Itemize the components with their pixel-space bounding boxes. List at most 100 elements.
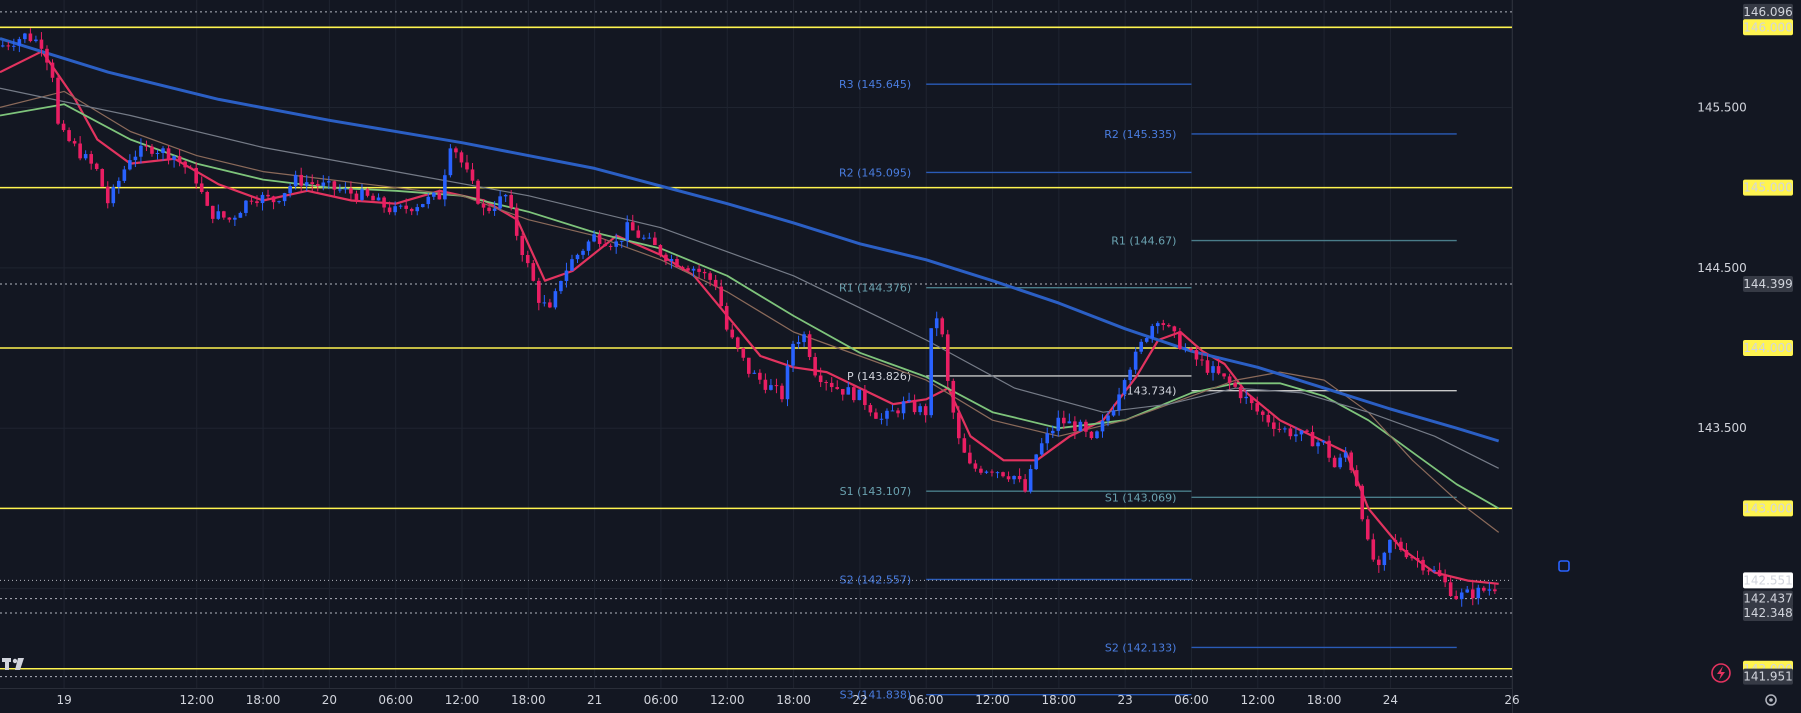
candle-body	[45, 48, 49, 63]
candle-body	[1067, 421, 1072, 424]
candle-body	[1332, 457, 1337, 468]
candle-body	[520, 235, 525, 256]
candle-body	[0, 45, 5, 47]
candle-body	[592, 234, 596, 242]
time-tick-label: 06:00	[909, 693, 944, 707]
candle-body	[1216, 366, 1221, 374]
candle-body	[481, 203, 486, 208]
candle-body	[597, 234, 602, 244]
candle-body	[608, 245, 613, 247]
candle-body	[415, 207, 420, 212]
candle-body	[210, 205, 215, 219]
candle-body	[890, 410, 895, 412]
candle-body	[625, 222, 630, 241]
time-axis[interactable]: 19 12:00 18:00 20 06:00 12:00 18:00 21 06:00 12:0…	[0, 688, 1520, 708]
candle-body	[575, 254, 580, 260]
candle-body	[470, 169, 475, 181]
price-badge	[1743, 19, 1793, 36]
candle-body	[1288, 428, 1293, 437]
candle-body	[227, 217, 232, 220]
candle-body	[1106, 415, 1110, 421]
candle-body	[559, 280, 563, 292]
candle-body	[255, 201, 259, 204]
candle-body	[1133, 351, 1138, 370]
candle-body	[111, 187, 116, 204]
alert-marker[interactable]	[1558, 560, 1570, 572]
candle-body	[487, 207, 491, 211]
time-tick-label: 18:00	[1307, 693, 1342, 707]
candle-body	[1272, 422, 1276, 429]
candle-body	[741, 348, 746, 358]
candle-body	[835, 387, 840, 390]
candle-body	[360, 189, 364, 200]
candle-body	[233, 217, 237, 220]
price-badge	[1743, 572, 1793, 589]
time-tick-label: 06:00	[644, 693, 679, 707]
candle-body	[901, 401, 906, 414]
candle-body	[34, 39, 38, 42]
candle-body	[586, 241, 591, 251]
candle-body	[829, 382, 834, 388]
time-tick-label: 18:00	[246, 693, 281, 707]
candle-body	[1487, 589, 1492, 591]
candle-body	[1393, 539, 1398, 542]
candle-body	[691, 268, 696, 271]
candle-body	[1415, 558, 1420, 560]
candle-body	[1399, 541, 1403, 550]
candle-body	[537, 280, 541, 303]
price-badge-label: 146.000	[1743, 20, 1793, 34]
candle-body	[354, 193, 359, 200]
candle-body	[78, 143, 82, 159]
candle-body	[271, 196, 276, 203]
gear-icon[interactable]	[1765, 694, 1777, 706]
candle-body	[260, 194, 265, 204]
candle-body	[630, 222, 635, 231]
candle-body	[503, 194, 508, 197]
candle-body	[752, 372, 757, 374]
candle-body	[1327, 440, 1331, 458]
candle-body	[310, 182, 315, 185]
candle-body	[1305, 430, 1309, 432]
candle-body	[338, 189, 342, 191]
candle-body	[912, 399, 917, 413]
lightning-icon[interactable]	[1711, 663, 1731, 683]
time-tick-label: 24	[1383, 693, 1398, 707]
candle-body	[923, 406, 928, 416]
candle-body	[1482, 587, 1486, 591]
tv-logo-icon[interactable]	[2, 658, 24, 670]
time-tick-label: 12:00	[179, 693, 214, 707]
candle-body	[105, 186, 110, 204]
candle-body	[1111, 410, 1116, 416]
candle-body	[664, 254, 668, 262]
candle-body	[1012, 475, 1016, 480]
candle-body	[658, 245, 663, 255]
candle-body	[951, 380, 956, 413]
candle-body	[1448, 582, 1453, 597]
candle-body	[1338, 457, 1342, 468]
candle-body	[117, 180, 121, 188]
candle-body	[1205, 360, 1210, 373]
candle-body	[868, 405, 873, 413]
price-badge	[1743, 3, 1793, 20]
candle-body	[1028, 469, 1033, 492]
candle-body	[1161, 323, 1166, 325]
candle-body	[1073, 421, 1077, 432]
candle-body	[1211, 366, 1215, 373]
candle-body	[680, 266, 685, 269]
candle-body	[719, 286, 723, 307]
candle-body	[857, 389, 862, 401]
candle-body	[1167, 324, 1171, 327]
candle-body	[321, 182, 326, 186]
time-tick-label: 06:00	[378, 693, 413, 707]
candle-body	[39, 39, 44, 49]
candle-body	[365, 189, 370, 196]
candle-body	[459, 152, 464, 163]
candle-body	[1194, 350, 1199, 360]
candle-body	[404, 205, 408, 209]
price-badge	[1743, 604, 1793, 621]
price-badge-label: 142.348	[1743, 606, 1793, 620]
